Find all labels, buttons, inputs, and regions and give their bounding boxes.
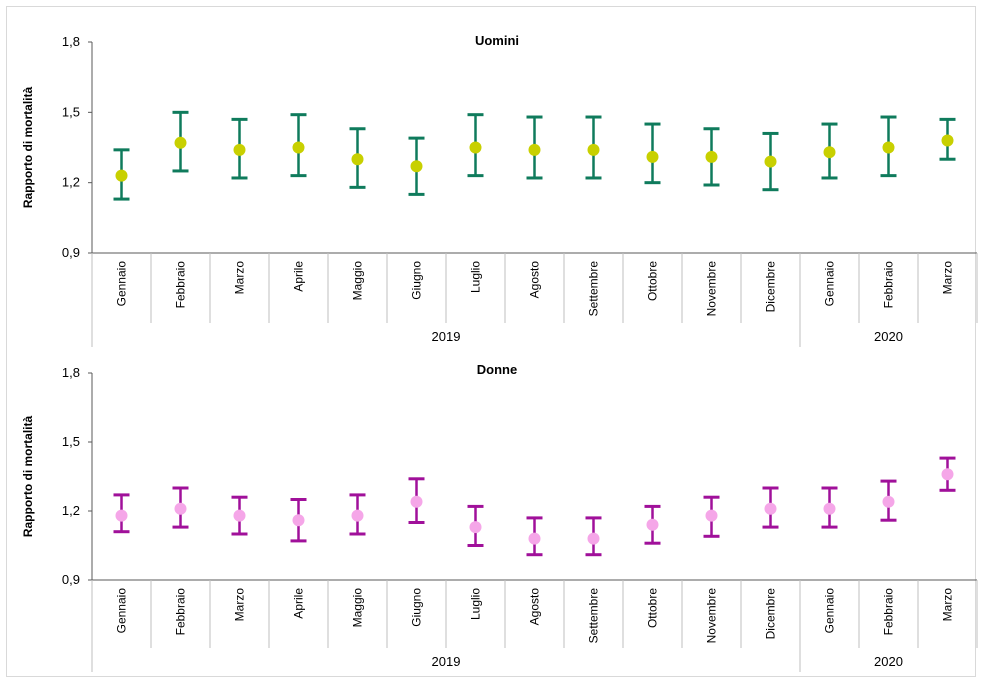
data-point: [764, 155, 777, 168]
data-point: [410, 495, 423, 508]
data-point: [174, 502, 187, 515]
data-point: [882, 141, 895, 154]
x-category-label: Gennaio: [115, 261, 129, 307]
data-point: [764, 502, 777, 515]
y-axis-label: Rapporto di mortalità: [21, 87, 35, 209]
data-point: [292, 141, 305, 154]
data-point: [705, 150, 718, 163]
x-category-label: Febbraio: [174, 261, 188, 309]
x-category-label: Settembre: [587, 261, 601, 317]
data-point: [410, 160, 423, 173]
year-group-label: 2019: [432, 329, 461, 344]
y-tick-label: 1,5: [62, 104, 80, 119]
x-category-label: Giugno: [410, 588, 424, 627]
x-category-label: Dicembre: [764, 261, 778, 313]
data-point: [646, 518, 659, 531]
data-point: [174, 136, 187, 149]
x-category-label: Marzo: [233, 261, 247, 295]
x-category-label: Marzo: [941, 261, 955, 295]
x-category-label: Maggio: [351, 261, 365, 301]
x-category-label: Marzo: [233, 588, 247, 622]
x-category-label: Ottobre: [646, 261, 660, 301]
chart-title: Uomini: [475, 33, 519, 48]
y-axis-label: Rapporto di mortalità: [21, 416, 35, 538]
data-point: [941, 468, 954, 481]
x-category-label: Febbraio: [174, 588, 188, 636]
x-category-label: Agosto: [528, 261, 542, 299]
x-category-label: Dicembre: [764, 588, 778, 640]
data-point: [115, 509, 128, 522]
year-group-label: 2020: [874, 654, 903, 669]
x-category-label: Aprile: [292, 588, 306, 619]
chart-panel-2: Donne Rapporto di mortalità 0,9 1,2 1,5 1,8 Ge…: [21, 362, 978, 672]
x-category-label: Gennaio: [823, 588, 837, 634]
x-category-label: Aprile: [292, 261, 306, 292]
y-tick-label: 1,2: [62, 503, 80, 518]
x-category-label: Gennaio: [823, 261, 837, 307]
year-group-label: 2020: [874, 329, 903, 344]
data-point: [351, 509, 364, 522]
x-category-label: Febbraio: [882, 261, 896, 309]
data-point: [233, 509, 246, 522]
x-category-label: Agosto: [528, 588, 542, 626]
data-point: [941, 134, 954, 147]
y-tick-label: 1,2: [62, 175, 80, 190]
chart-title: Donne: [477, 362, 517, 377]
x-category-label: Marzo: [941, 588, 955, 622]
x-category-label: Ottobre: [646, 588, 660, 628]
year-group-label: 2019: [432, 654, 461, 669]
data-point: [351, 153, 364, 166]
x-category-label: Luglio: [469, 588, 483, 620]
y-tick-label: 1,8: [62, 34, 80, 49]
x-category-label: Gennaio: [115, 588, 129, 634]
data-point: [823, 146, 836, 159]
data-point: [115, 169, 128, 182]
data-point: [469, 521, 482, 534]
y-tick-label: 0,9: [62, 572, 80, 587]
y-tick-label: 0,9: [62, 245, 80, 260]
data-point: [292, 514, 305, 527]
data-point: [823, 502, 836, 515]
data-point: [882, 495, 895, 508]
x-category-label: Luglio: [469, 261, 483, 293]
y-tick-label: 1,8: [62, 365, 80, 380]
data-point: [469, 141, 482, 154]
x-category-label: Novembre: [705, 588, 719, 644]
data-point: [705, 509, 718, 522]
data-point: [528, 532, 541, 545]
y-tick-label: 1,5: [62, 434, 80, 449]
x-category-label: Giugno: [410, 261, 424, 300]
chart-frame: [6, 6, 976, 677]
chart-panel-1: Uomini Rapporto di mortalità 0,9 1,2 1,5 1,8 G…: [21, 33, 978, 347]
x-category-label: Settembre: [587, 588, 601, 644]
x-category-label: Maggio: [351, 588, 365, 628]
data-point: [528, 143, 541, 156]
x-category-label: Novembre: [705, 261, 719, 317]
x-category-label: Febbraio: [882, 588, 896, 636]
data-point: [233, 143, 246, 156]
data-point: [646, 150, 659, 163]
data-point: [587, 143, 600, 156]
data-point: [587, 532, 600, 545]
